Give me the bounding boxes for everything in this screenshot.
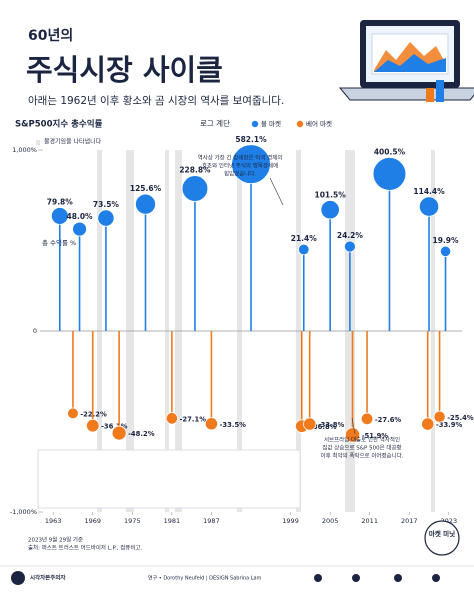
bull-label: 582.1% — [235, 135, 267, 144]
bear-label: -25.4% — [447, 414, 474, 422]
x-tick-label: 2023 — [441, 517, 458, 525]
recession-note: 불경기임을 나타냅니다 — [44, 138, 102, 146]
bear-bubble — [421, 417, 435, 431]
x-tick-label: 2005 — [322, 517, 339, 525]
subprime-note: 집값 상승으로 S&P 500은 대공황 — [322, 444, 401, 452]
brand-logo — [11, 571, 25, 585]
summary-box — [37, 449, 301, 509]
bear-label: -36.1% — [101, 423, 128, 431]
x-tick-label: 2017 — [401, 517, 418, 525]
bull-label: 19.9% — [433, 236, 460, 245]
subprime-note: 이후 최악의 폭락으로 이어졌습니다. — [321, 452, 404, 460]
x-tick-label: 1999 — [282, 517, 299, 525]
bear-bubble — [67, 407, 79, 420]
credits: 연구 • Dorothy Neufeld | DESIGN Sabrina La… — [148, 575, 262, 582]
bear-label: -22.2% — [80, 410, 107, 418]
bull-bubble — [97, 209, 115, 227]
bull-bubble — [343, 240, 356, 253]
footer-date: 2023년 9월 29일 기준 — [28, 536, 83, 544]
y-tick-label: 0 — [33, 327, 37, 335]
bear-label: -36.8% — [310, 423, 337, 431]
bear-bubble — [303, 417, 317, 431]
bull-label: 228.8% — [179, 166, 211, 175]
bull-bubble — [50, 207, 69, 225]
footer-source: 출처: 퍼스트 트러스트 어드바이저 L.P., 컴퓨비고. — [28, 544, 142, 552]
bull-label: 114.4% — [413, 187, 445, 196]
social-icons — [314, 574, 440, 582]
bull-bubble — [418, 196, 440, 217]
dotcom-pointer — [269, 177, 284, 206]
laptop-illustration — [338, 20, 474, 102]
bear-bubble — [360, 412, 374, 426]
legend-label: 베어 마켓 — [306, 119, 332, 128]
bull-bubble — [72, 221, 87, 237]
bull-bubble — [320, 200, 340, 220]
kicker: 60년의 — [28, 27, 73, 44]
x-tick-label: 1975 — [124, 517, 141, 525]
bear-bubble — [433, 410, 446, 423]
bear-bubble — [86, 418, 100, 433]
x-tick-label: 2011 — [361, 517, 378, 525]
x-tick-label: 1963 — [45, 517, 62, 525]
bear-label: -33.5% — [220, 421, 247, 429]
bull-label: 79.8% — [47, 198, 74, 207]
dotcom-note: 힘입었습니다. — [224, 170, 256, 178]
bull-label: 24.2% — [337, 231, 364, 240]
bull-bubble — [231, 144, 271, 184]
subprime-note: 서브프라임 대출로 인한 역사적인 — [324, 436, 400, 444]
bear-bubble — [204, 417, 219, 431]
bull-label: 21.4% — [291, 234, 318, 243]
bull-label: 400.5% — [374, 148, 406, 157]
x-tick-label: 1987 — [203, 517, 220, 525]
bull-label: 73.5% — [93, 200, 120, 209]
brand: 시각자본주의자 — [30, 574, 66, 582]
bear-label: -27.1% — [180, 415, 207, 423]
bear-label: -33.9% — [436, 421, 463, 429]
bull-bubble — [181, 175, 209, 202]
bull-bubble — [372, 157, 407, 191]
bear-bubble — [165, 412, 179, 425]
bull-bubble — [298, 243, 310, 256]
scale-label: 로그 계단 — [200, 118, 230, 128]
x-tick-label: 1969 — [84, 517, 101, 525]
bear-bubble — [344, 427, 361, 443]
y-axis-label: S&P500지수 총수익률 — [15, 119, 103, 130]
subprime-pointer — [351, 417, 356, 435]
x-tick-label: 1981 — [164, 517, 181, 525]
y-tick-label: 1,000% — [12, 146, 37, 154]
bull-bubble — [135, 193, 156, 215]
title: 주식시장 사이클 — [26, 53, 223, 87]
dotcom-note: 역사상 가장 긴 강세장은 미국 경제의 — [198, 154, 283, 162]
bear-label: -51.9% — [362, 432, 389, 440]
badge-circle — [424, 520, 460, 556]
subtitle: 아래는 1962년 이후 황소와 곰 시장의 역사를 보여줍니다. — [28, 95, 284, 107]
bull-bubble — [439, 245, 452, 257]
badge: 마켓 미닛 — [429, 529, 455, 538]
legend-swatch — [251, 120, 259, 128]
bear-label: -27.6% — [375, 416, 402, 424]
legend-label: 불 마켓 — [261, 119, 281, 128]
legend-swatch — [296, 120, 304, 128]
bull-label: 48.0% — [67, 212, 94, 221]
y-tick-label: -1,000% — [10, 508, 37, 516]
recession-key — [36, 140, 40, 145]
bear-label: -48.2% — [128, 430, 155, 438]
dotcom-note: 호조와 인터넷 주식의 맹목강세에 — [202, 162, 278, 170]
bear-bubble — [111, 425, 127, 441]
bull-label: 101.5% — [315, 190, 347, 199]
bear-label: -33.8% — [318, 421, 345, 429]
bull-label: 125.6% — [130, 184, 162, 193]
